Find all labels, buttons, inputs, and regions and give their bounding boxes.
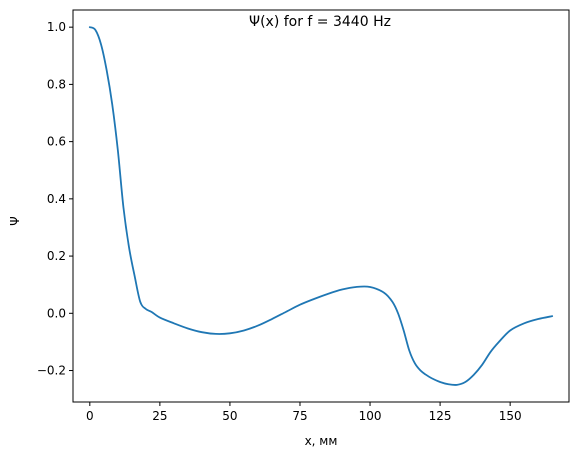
plot-area (88, 26, 554, 386)
y-tick-label: 0.2 (47, 249, 66, 263)
y-axis: −0.2 0.0 0.2 0.4 0.6 0.8 1.0 (37, 20, 73, 378)
y-tick-label: 0.6 (47, 135, 66, 149)
plot-frame (72, 9, 570, 403)
x-tick-label: 75 (292, 409, 307, 423)
x-tick-label: 125 (429, 409, 452, 423)
x-tick-label: 50 (222, 409, 237, 423)
y-tick-label: 0.8 (47, 77, 66, 91)
x-tick-label: 150 (499, 409, 522, 423)
x-tick-label: 25 (152, 409, 167, 423)
y-tick-label: −0.2 (37, 364, 66, 378)
y-axis-label: Ψ (8, 216, 22, 225)
series-line-0 (88, 26, 554, 386)
x-axis: 0 25 50 75 100 125 150 (86, 402, 522, 423)
x-tick-label: 100 (359, 409, 382, 423)
x-tick-label: 0 (86, 409, 94, 423)
y-tick-label: 0.4 (47, 192, 66, 206)
chart-title: Ψ(x) for f = 3440 Hz (249, 14, 391, 30)
x-axis-label: x, мм (305, 434, 338, 448)
y-tick-label: 1.0 (47, 20, 66, 34)
y-tick-label: 0.0 (47, 306, 66, 320)
